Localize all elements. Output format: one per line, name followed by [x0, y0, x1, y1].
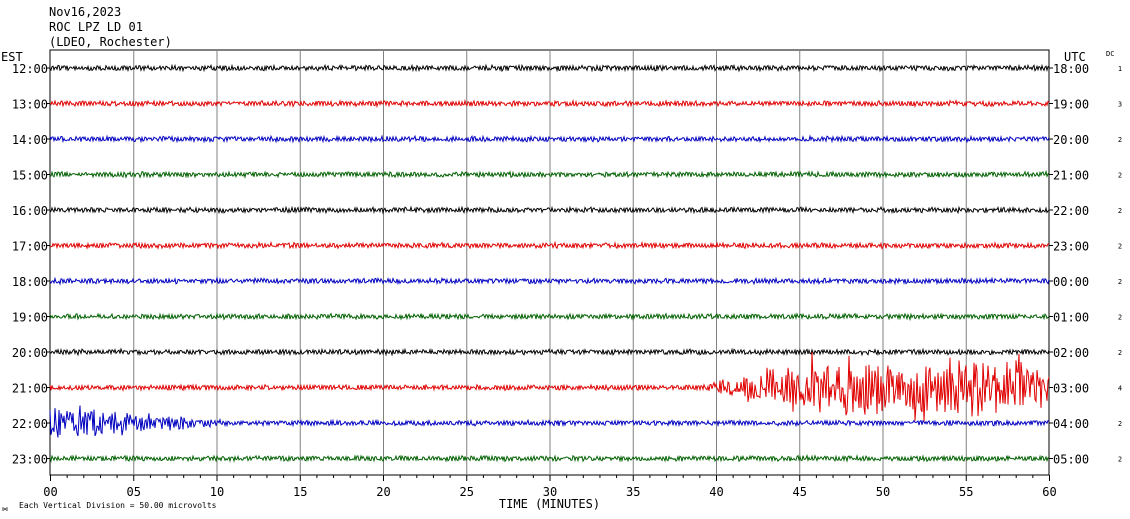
- dc-offset-value: 2: [1118, 456, 1122, 464]
- record-date: Nov16,2023: [49, 5, 122, 19]
- x-tick-label: 10: [210, 485, 224, 499]
- dc-offset-value: 2: [1118, 420, 1122, 428]
- dc-offset-value: 1: [1118, 65, 1122, 73]
- trace-2000: [49, 347, 1050, 357]
- x-tick-label: 35: [626, 485, 640, 499]
- dc-offset-value: 3: [1118, 101, 1122, 109]
- dc-offset-value: 2: [1118, 278, 1122, 286]
- network-name: (LDEO, Rochester): [49, 35, 172, 49]
- x-tick-label: 00: [43, 485, 57, 499]
- trace-2100: [49, 351, 1050, 422]
- x-tick-label: 60: [1042, 485, 1056, 499]
- est-time-label: 12:00: [12, 62, 48, 76]
- scale-note: Each Vertical Division = 50.00 microvolt…: [19, 501, 217, 510]
- est-axis-label: EST: [1, 50, 23, 64]
- est-time-label: 14:00: [12, 133, 48, 147]
- utc-axis-label: UTC: [1064, 50, 1086, 64]
- dc-column-label: DC: [1106, 50, 1114, 58]
- utc-time-label: 05:00: [1053, 453, 1089, 467]
- dc-offset-value: 2: [1118, 314, 1122, 322]
- est-time-label: 19:00: [12, 311, 48, 325]
- dc-offset-value: 2: [1118, 207, 1122, 215]
- trace-2200: [49, 405, 1050, 438]
- trace-1400: [49, 134, 1050, 144]
- trace-1700: [49, 240, 1050, 250]
- utc-time-label: 22:00: [1053, 204, 1089, 218]
- logo-mark: ⋈: [2, 506, 8, 513]
- x-tick-label: 20: [376, 485, 390, 499]
- utc-time-label: 21:00: [1053, 169, 1089, 183]
- trace-1200: [49, 63, 1050, 73]
- est-time-label: 18:00: [12, 275, 48, 289]
- x-tick-label: 25: [460, 485, 474, 499]
- utc-time-label: 23:00: [1053, 240, 1089, 254]
- trace-1800: [49, 276, 1050, 286]
- dc-offset-value: 4: [1118, 385, 1122, 393]
- dc-offset-value: 2: [1118, 136, 1122, 144]
- est-time-label: 22:00: [12, 417, 48, 431]
- est-time-label: 23:00: [12, 453, 48, 467]
- utc-time-label: 18:00: [1053, 62, 1089, 76]
- trace-1300: [49, 98, 1050, 109]
- x-tick-label: 05: [127, 485, 141, 499]
- est-time-label: 21:00: [12, 382, 48, 396]
- x-tick-label: 30: [543, 485, 557, 499]
- est-time-label: 16:00: [12, 204, 48, 218]
- station-code: ROC LPZ LD 01: [49, 20, 143, 34]
- est-time-label: 20:00: [12, 346, 48, 360]
- utc-time-label: 03:00: [1053, 382, 1089, 396]
- utc-time-label: 04:00: [1053, 417, 1089, 431]
- trace-1900: [49, 312, 1050, 322]
- utc-time-label: 20:00: [1053, 133, 1089, 147]
- est-time-label: 15:00: [12, 169, 48, 183]
- est-time-label: 13:00: [12, 98, 48, 112]
- x-tick-label: 45: [793, 485, 807, 499]
- utc-time-label: 01:00: [1053, 311, 1089, 325]
- x-axis-title: TIME (MINUTES): [499, 497, 600, 511]
- dc-offset-value: 2: [1118, 172, 1122, 180]
- utc-time-label: 19:00: [1053, 98, 1089, 112]
- x-tick-label: 40: [709, 485, 723, 499]
- x-tick-label: 55: [959, 485, 973, 499]
- trace-1500: [49, 169, 1050, 180]
- est-time-label: 17:00: [12, 240, 48, 254]
- dc-offset-value: 2: [1118, 243, 1122, 251]
- trace-2300: [49, 453, 1050, 463]
- utc-time-label: 02:00: [1053, 346, 1089, 360]
- utc-time-label: 00:00: [1053, 275, 1089, 289]
- trace-1600: [49, 205, 1050, 215]
- x-tick-label: 15: [293, 485, 307, 499]
- dc-offset-value: 2: [1118, 349, 1122, 357]
- x-tick-label: 50: [876, 485, 890, 499]
